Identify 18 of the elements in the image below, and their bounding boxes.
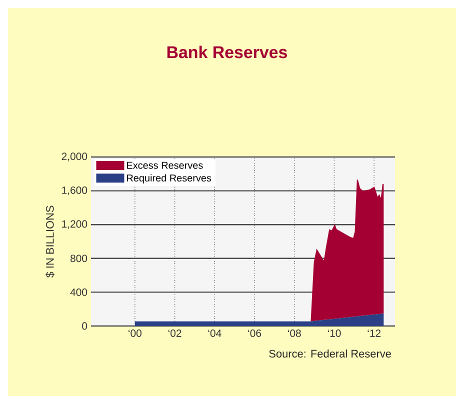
source-note: Source: Federal Reserve [269,350,391,358]
y-tick-label: 2,000 [62,152,88,162]
y-tick-label: 800 [70,254,88,262]
y-axis-title: $ IN BILLIONS [46,206,54,278]
y-tick-label: 0 [82,322,88,330]
y-tick-label: 1,600 [62,186,88,196]
legend-label: Excess Reserves [127,162,203,169]
x-tick-label: ‘00 [128,330,142,337]
y-tick-label: 1,200 [62,220,88,229]
legend-label: Required Reserves [127,174,212,184]
x-tick-label: ‘10 [328,330,341,337]
x-tick-label: ‘06 [248,330,262,337]
x-tick-label: ‘04 [208,330,222,337]
y-tick-label: 400 [70,288,88,296]
x-tick-label: ‘02 [168,330,182,337]
x-tick-label: ‘12 [368,330,381,337]
chart-title: Bank Reserves [167,46,287,58]
x-tick-label: ‘08 [288,330,301,337]
